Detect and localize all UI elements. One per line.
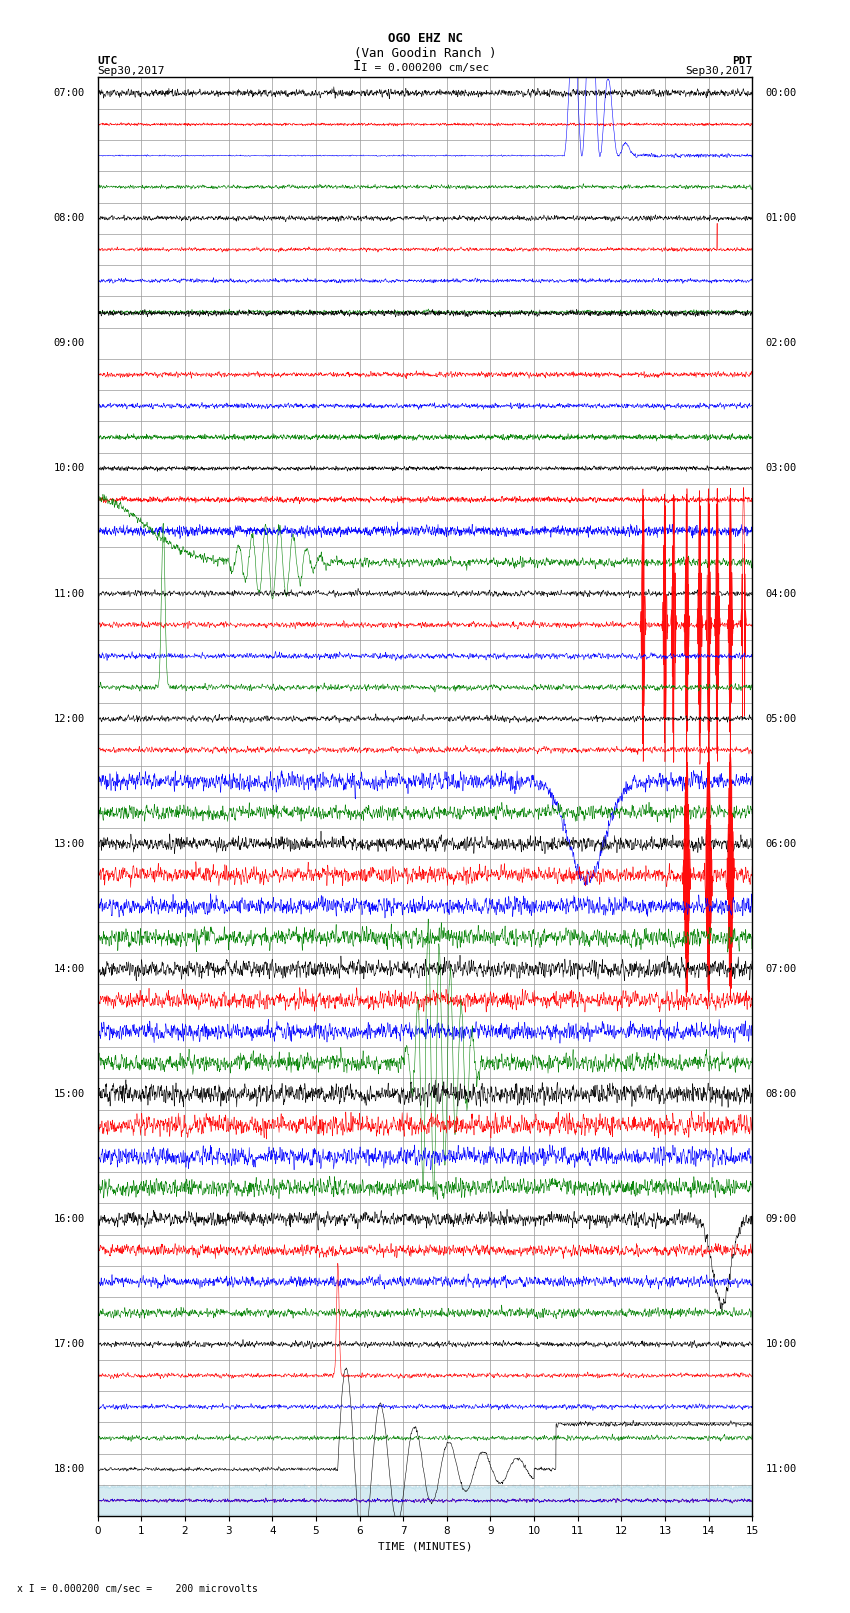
Text: 11:00: 11:00 — [54, 589, 85, 598]
Text: 08:00: 08:00 — [54, 213, 85, 223]
Text: x I = 0.000200 cm/sec =    200 microvolts: x I = 0.000200 cm/sec = 200 microvolts — [17, 1584, 258, 1594]
Text: 17:00: 17:00 — [54, 1339, 85, 1348]
Text: I = 0.000200 cm/sec: I = 0.000200 cm/sec — [361, 63, 489, 73]
Text: OGO EHZ NC: OGO EHZ NC — [388, 32, 462, 45]
Text: Sep30,2017: Sep30,2017 — [98, 66, 165, 76]
Text: 01:00: 01:00 — [765, 213, 796, 223]
Text: 14:00: 14:00 — [54, 965, 85, 974]
Text: 18:00: 18:00 — [54, 1465, 85, 1474]
X-axis label: TIME (MINUTES): TIME (MINUTES) — [377, 1542, 473, 1552]
Text: UTC: UTC — [98, 56, 118, 66]
Text: 03:00: 03:00 — [765, 463, 796, 473]
Text: 13:00: 13:00 — [54, 839, 85, 848]
Text: Sep30,2017: Sep30,2017 — [685, 66, 752, 76]
Text: 02:00: 02:00 — [765, 339, 796, 348]
Text: (Van Goodin Ranch ): (Van Goodin Ranch ) — [354, 47, 496, 60]
Text: 07:00: 07:00 — [54, 89, 85, 98]
Text: PDT: PDT — [732, 56, 752, 66]
Text: I: I — [353, 58, 361, 73]
Text: 07:00: 07:00 — [765, 965, 796, 974]
Text: 06:00: 06:00 — [765, 839, 796, 848]
Text: 16:00: 16:00 — [54, 1215, 85, 1224]
Text: 04:00: 04:00 — [765, 589, 796, 598]
Text: 05:00: 05:00 — [765, 713, 796, 724]
Text: 09:00: 09:00 — [765, 1215, 796, 1224]
Text: 00:00: 00:00 — [765, 89, 796, 98]
Text: 10:00: 10:00 — [765, 1339, 796, 1348]
Text: 09:00: 09:00 — [54, 339, 85, 348]
Text: 15:00: 15:00 — [54, 1089, 85, 1098]
Text: 08:00: 08:00 — [765, 1089, 796, 1098]
Text: 10:00: 10:00 — [54, 463, 85, 473]
Text: 12:00: 12:00 — [54, 713, 85, 724]
Text: 11:00: 11:00 — [765, 1465, 796, 1474]
